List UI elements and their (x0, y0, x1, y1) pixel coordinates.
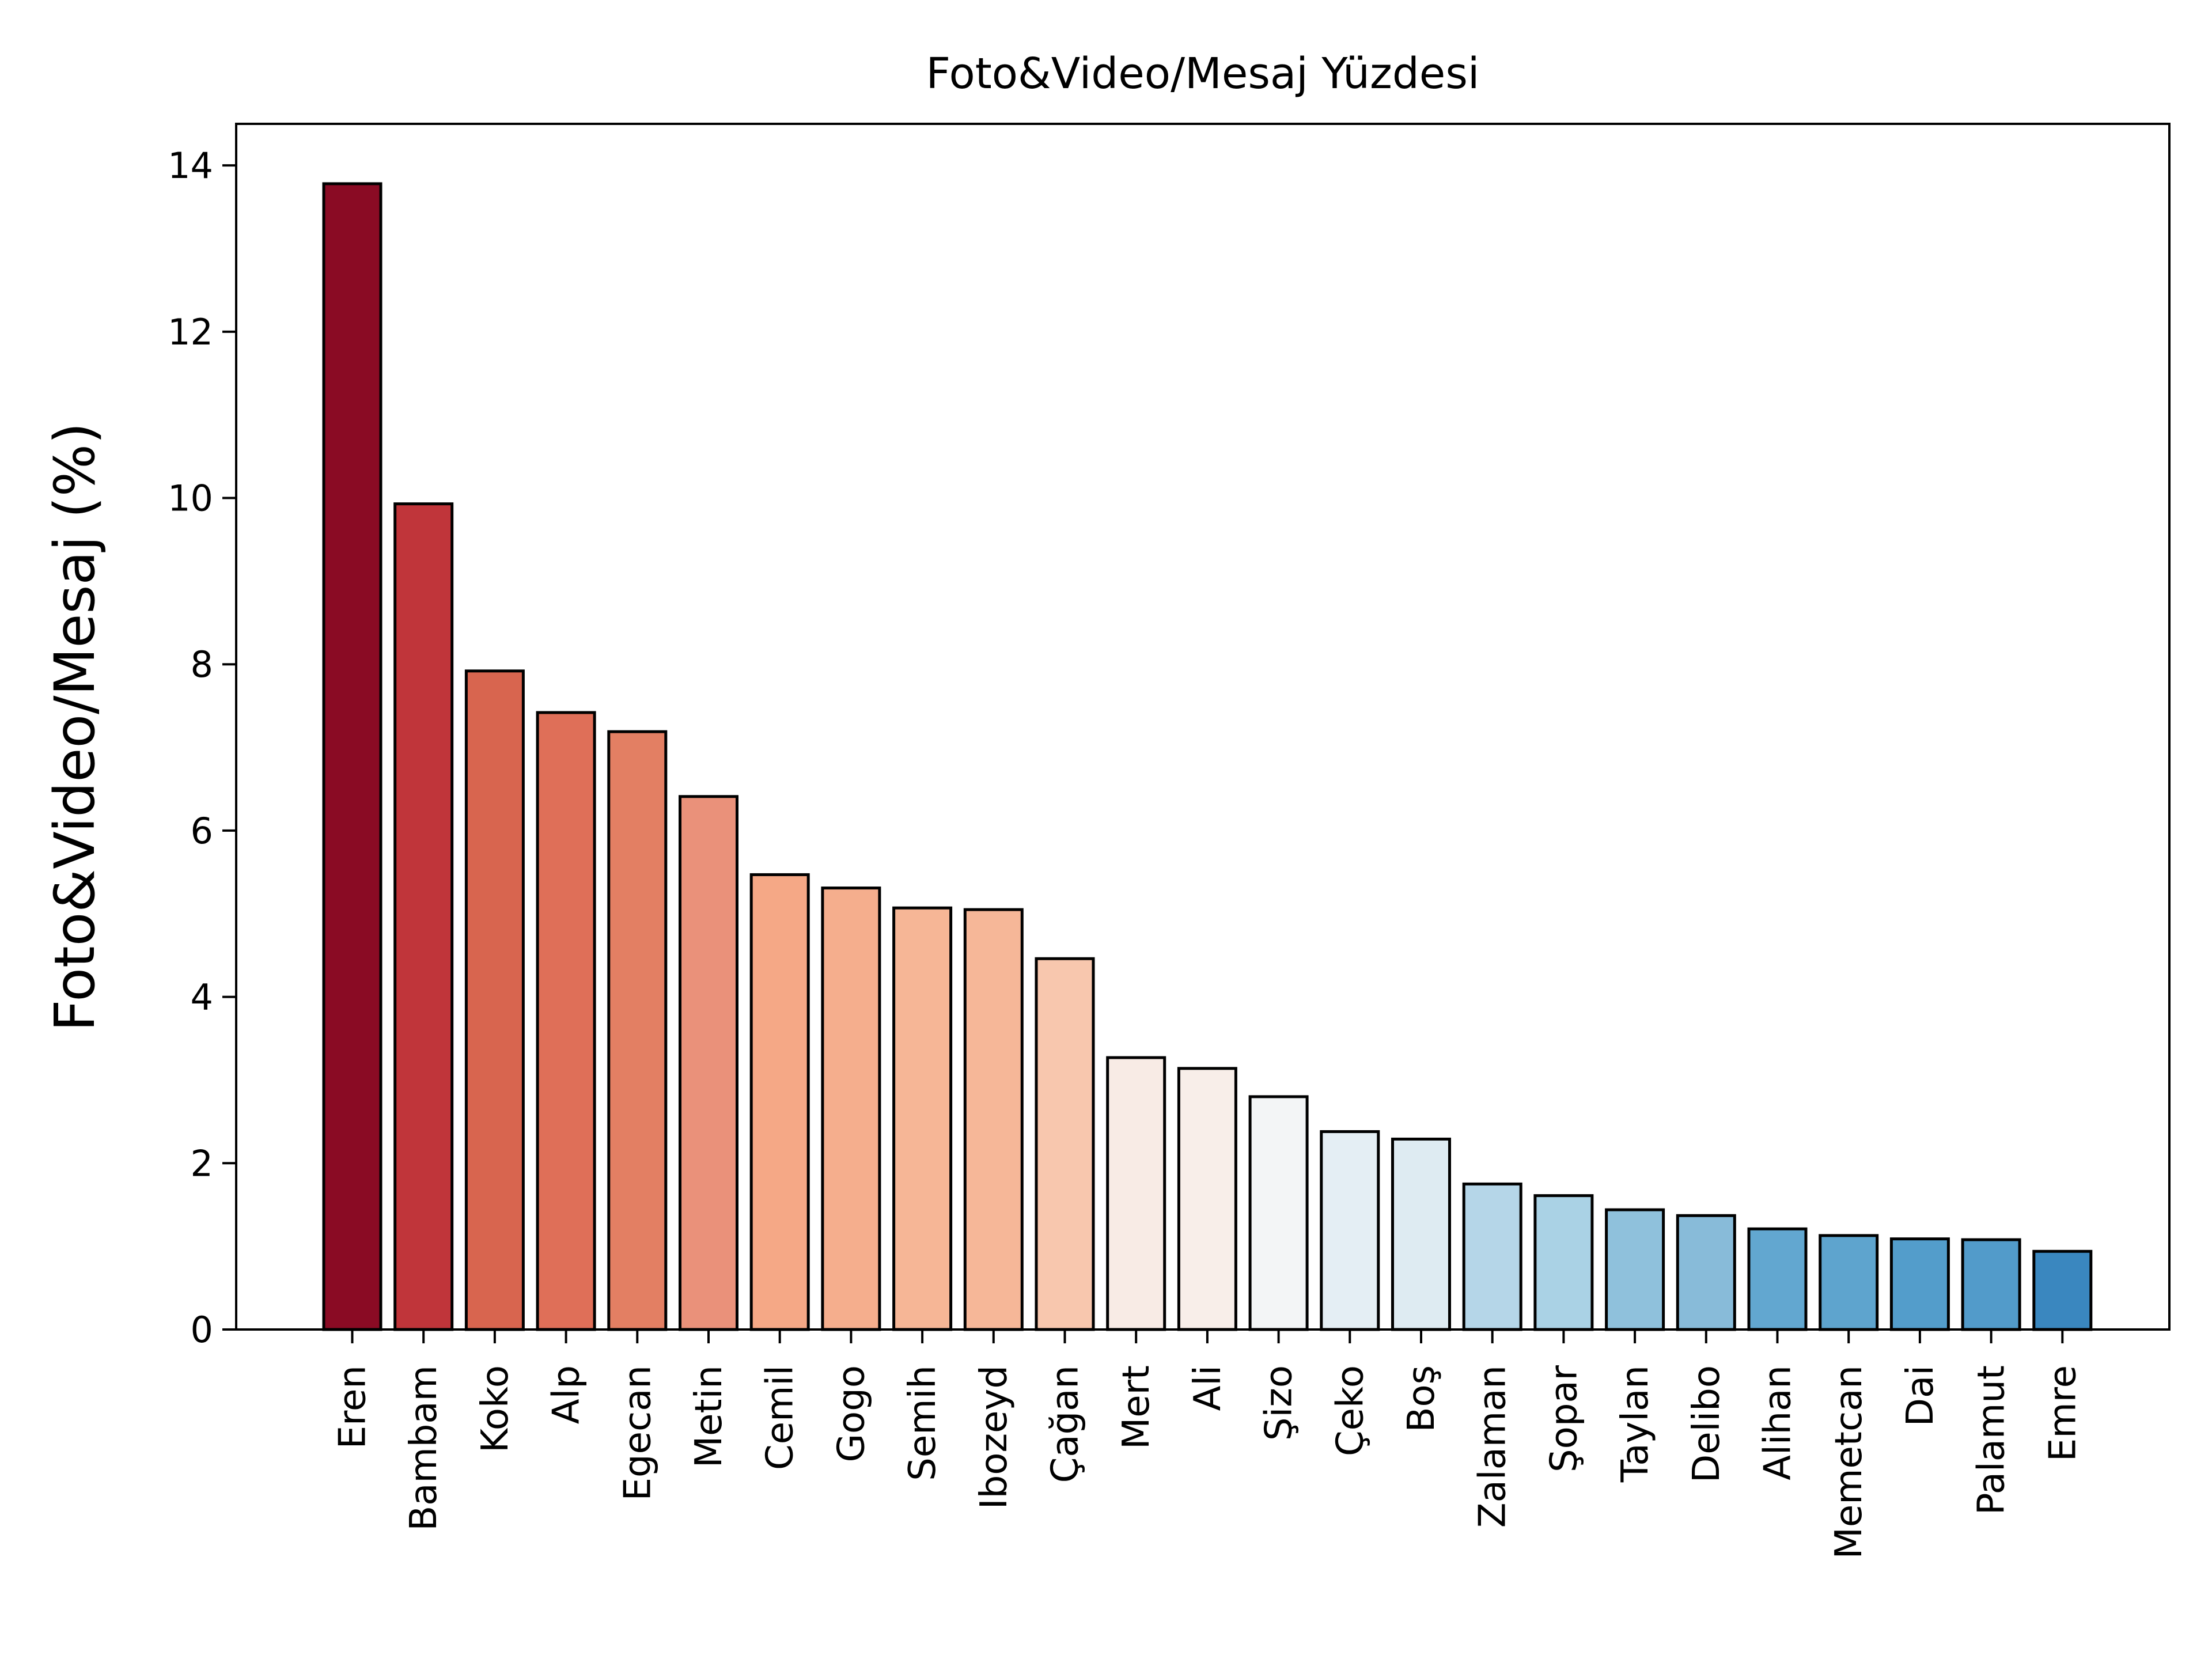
x-tick-label: Şopar (1543, 1365, 1585, 1472)
x-tick-label: Alihan (1757, 1365, 1800, 1480)
bar-emre (2032, 1249, 2093, 1331)
bar-şopar (1533, 1194, 1594, 1331)
bar-alp (536, 711, 596, 1331)
x-tick-label: Koko (474, 1365, 517, 1453)
bar-taylan (1605, 1208, 1665, 1331)
y-tick-label: 4 (191, 976, 213, 1018)
bar-memetcan (1819, 1234, 1879, 1331)
plot-frame (235, 123, 2171, 1331)
x-tick-label: Delibo (1685, 1365, 1728, 1483)
bar-bambam (393, 502, 454, 1331)
x-tick-label: Semih (902, 1365, 944, 1481)
y-tick-label: 2 (191, 1142, 213, 1184)
y-tick-label: 6 (191, 810, 213, 852)
bar-koko (464, 669, 525, 1331)
x-tick-label: Emre (2041, 1365, 2084, 1461)
bar-ali (1177, 1067, 1237, 1331)
y-tick-label: 0 (191, 1309, 213, 1351)
x-tick-label: Palamut (1971, 1365, 2013, 1515)
x-tick-label: Taylan (1614, 1365, 1657, 1483)
x-axis-ticks: Eren Bambam Koko Alp Egecan Metin Cemil Gogo Sem… (332, 1330, 2084, 1559)
x-tick-label: Boş (1400, 1365, 1443, 1432)
bar-semih (892, 906, 953, 1331)
y-axis-label: Foto&Video/Mesaj (%) (43, 422, 107, 1031)
y-tick-label: 10 (168, 478, 213, 520)
bar-cemil (749, 873, 810, 1331)
x-tick-label: Çağan (1044, 1365, 1087, 1483)
y-axis-ticks: 0 2 4 6 8 10 12 14 (168, 145, 236, 1351)
x-tick-label: Bambam (403, 1365, 445, 1531)
bar-metin (679, 795, 738, 1331)
x-tick-label: Alp (546, 1365, 588, 1424)
bar-gogo (821, 887, 881, 1331)
x-tick-label: Mert (1115, 1365, 1158, 1449)
x-tick-label: Cemil (759, 1365, 802, 1470)
bar-mert (1106, 1056, 1166, 1331)
bar-palamut (1961, 1238, 2021, 1331)
bar-egecan (607, 730, 668, 1331)
x-tick-label: Şizo (1258, 1365, 1301, 1441)
y-tick-label: 8 (191, 643, 213, 685)
x-tick-label: Egecan (616, 1365, 659, 1501)
bar-ibozeyd (963, 908, 1024, 1331)
x-tick-label: Ibozeyd (973, 1365, 1016, 1509)
y-tick-label: 14 (168, 145, 213, 187)
x-tick-label: Zalaman (1472, 1365, 1514, 1528)
chart-title: Foto&Video/Mesaj Yüzdesi (926, 49, 1480, 99)
bar-alihan (1747, 1227, 1808, 1331)
bar-eren (322, 182, 382, 1331)
bar-zalaman (1462, 1182, 1522, 1331)
y-tick-label: 12 (168, 311, 213, 353)
bar-şizo (1248, 1095, 1309, 1331)
x-tick-label: Dai (1899, 1365, 1942, 1426)
x-tick-label: Memetcan (1828, 1365, 1870, 1559)
x-tick-label: Eren (332, 1365, 374, 1449)
bar-çeko (1320, 1130, 1380, 1331)
x-tick-label: Çeko (1329, 1365, 1372, 1456)
bar-delibo (1676, 1214, 1736, 1331)
x-tick-label: Gogo (830, 1365, 873, 1463)
bar-dai (1889, 1237, 1950, 1331)
bar-çağan (1035, 957, 1095, 1331)
bar-boş (1391, 1137, 1451, 1331)
bars (322, 182, 2093, 1331)
x-tick-label: Metin (688, 1365, 730, 1468)
x-tick-label: Ali (1187, 1365, 1229, 1411)
